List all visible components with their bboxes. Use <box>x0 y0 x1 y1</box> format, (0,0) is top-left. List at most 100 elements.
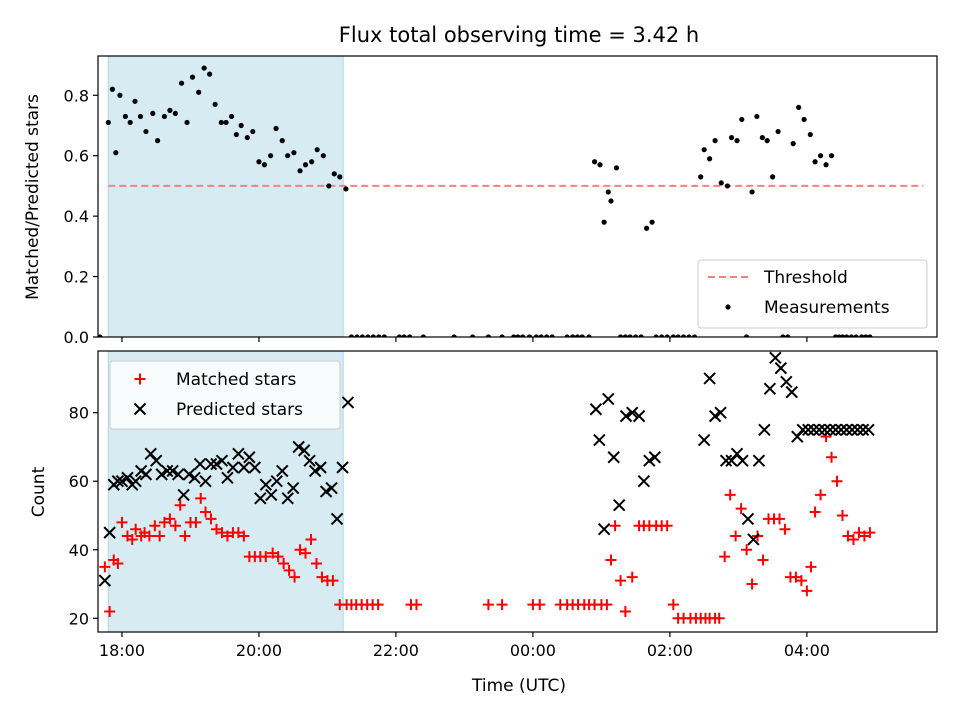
measurement-point <box>137 113 144 120</box>
measurement-point <box>297 168 303 174</box>
measurement-point <box>218 119 224 126</box>
predicted-stars-point <box>232 447 245 461</box>
measurement-point <box>117 92 123 98</box>
measurement-point <box>544 334 550 337</box>
predicted-stars-point <box>796 423 809 437</box>
measurement-point <box>680 334 687 337</box>
predicted-stars-point <box>845 423 859 437</box>
predicted-stars-point <box>308 464 322 478</box>
predicted-stars-point <box>747 533 760 546</box>
measurement-point <box>659 334 665 337</box>
predicted-stars-point <box>780 375 793 389</box>
legend-predicted-label: Predicted stars <box>176 400 303 420</box>
legend-matched-swatch <box>134 373 146 385</box>
matched-stars-point <box>741 544 753 556</box>
predicted-stars-point <box>204 457 218 471</box>
matched-stars-point <box>327 575 339 587</box>
matched-stars-point <box>149 520 161 532</box>
plot-area <box>98 65 924 337</box>
predicted-stars-point <box>829 423 842 437</box>
x-tick-label: 04:00 <box>784 641 830 660</box>
measurement-point <box>256 159 262 165</box>
predicted-stars-point <box>802 423 815 437</box>
predicted-stars-point <box>818 423 831 437</box>
top-y-axis-label: Matched/Predicted stars <box>23 94 43 300</box>
measurement-point <box>326 183 332 189</box>
observing-window-band <box>107 55 344 338</box>
measurement-point <box>212 101 218 107</box>
measurement-point <box>407 334 413 337</box>
predicted-stars-point <box>121 471 134 485</box>
measurement-point <box>396 334 402 337</box>
measurement-point <box>790 141 796 147</box>
measurement-point <box>302 162 309 168</box>
measurement-point <box>653 334 659 337</box>
measurement-point <box>223 119 229 126</box>
x-tick-label: 18:00 <box>99 641 145 660</box>
measurement-point <box>538 334 544 337</box>
measurement-point <box>515 334 521 337</box>
measurement-point <box>780 334 786 337</box>
predicted-stars-point <box>292 440 305 454</box>
y-tick-label: 0.6 <box>64 147 89 166</box>
matched-stars-point <box>847 533 859 545</box>
measurement-point <box>343 186 349 192</box>
bottom-y-axis-label: Count <box>29 466 49 517</box>
axes-frame <box>97 350 938 633</box>
measurement-point <box>533 334 539 337</box>
measurement-point <box>605 189 611 195</box>
matched-stars-point <box>801 585 813 597</box>
matched-stars-point <box>724 489 736 501</box>
plot-area <box>98 351 876 624</box>
measurement-point <box>867 334 873 337</box>
matched-stars-point <box>372 599 384 611</box>
measurement-point <box>785 334 791 337</box>
predicted-stars-point <box>210 457 223 471</box>
legend-measurements-label: Measurements <box>764 298 890 318</box>
measurement-point <box>675 334 681 337</box>
measurement-point <box>574 334 581 337</box>
legend-threshold-label: Threshold <box>763 268 848 288</box>
measurement-point <box>743 334 750 337</box>
matched-stars-point <box>615 575 627 587</box>
predicted-stars-point <box>177 488 190 502</box>
measurement-point <box>597 162 603 168</box>
predicted-stars-point <box>597 522 611 536</box>
measurement-point <box>244 134 250 141</box>
matched-stars-point <box>112 557 124 569</box>
legend-measurements-swatch <box>725 304 731 310</box>
axes-frame <box>97 55 938 338</box>
measurement-point <box>470 334 476 337</box>
measurement-point <box>161 113 168 120</box>
measurement-point <box>273 125 279 132</box>
measurement-point <box>828 153 835 159</box>
predicted-stars-point <box>602 392 615 406</box>
measurement-point <box>526 334 533 337</box>
bottom-panel: 20 40 60 80 18:00 20:00 22:00 00:00 02:00 04:00 Ma… <box>69 350 938 660</box>
measurement-point <box>627 334 633 337</box>
matched-stars-point <box>410 599 422 611</box>
matched-stars-point <box>482 599 494 611</box>
predicted-stars-point <box>736 454 749 467</box>
matched-stars-point <box>809 506 821 518</box>
matched-stars-point <box>815 489 827 501</box>
predicted-stars-point <box>341 396 355 409</box>
predicted-stars-point <box>166 464 179 478</box>
measurement-point <box>848 334 854 337</box>
predicted-stars-point <box>188 471 201 485</box>
legend-box <box>109 360 341 430</box>
x-tick-label: 02:00 <box>647 641 693 660</box>
measurement-point <box>839 334 846 337</box>
predicted-stars-point <box>812 423 826 437</box>
predicted-stars-point <box>714 406 727 419</box>
predicted-stars-point <box>851 423 864 437</box>
matched-stars-point <box>836 509 848 521</box>
matched-stars-point <box>719 551 731 563</box>
predicted-stars-point <box>160 464 174 478</box>
y-tick-label: 60 <box>69 472 89 491</box>
matched-stars-point <box>773 513 785 525</box>
measurement-point <box>801 116 807 123</box>
measurement-point <box>250 128 256 135</box>
measurement-point <box>608 198 614 204</box>
